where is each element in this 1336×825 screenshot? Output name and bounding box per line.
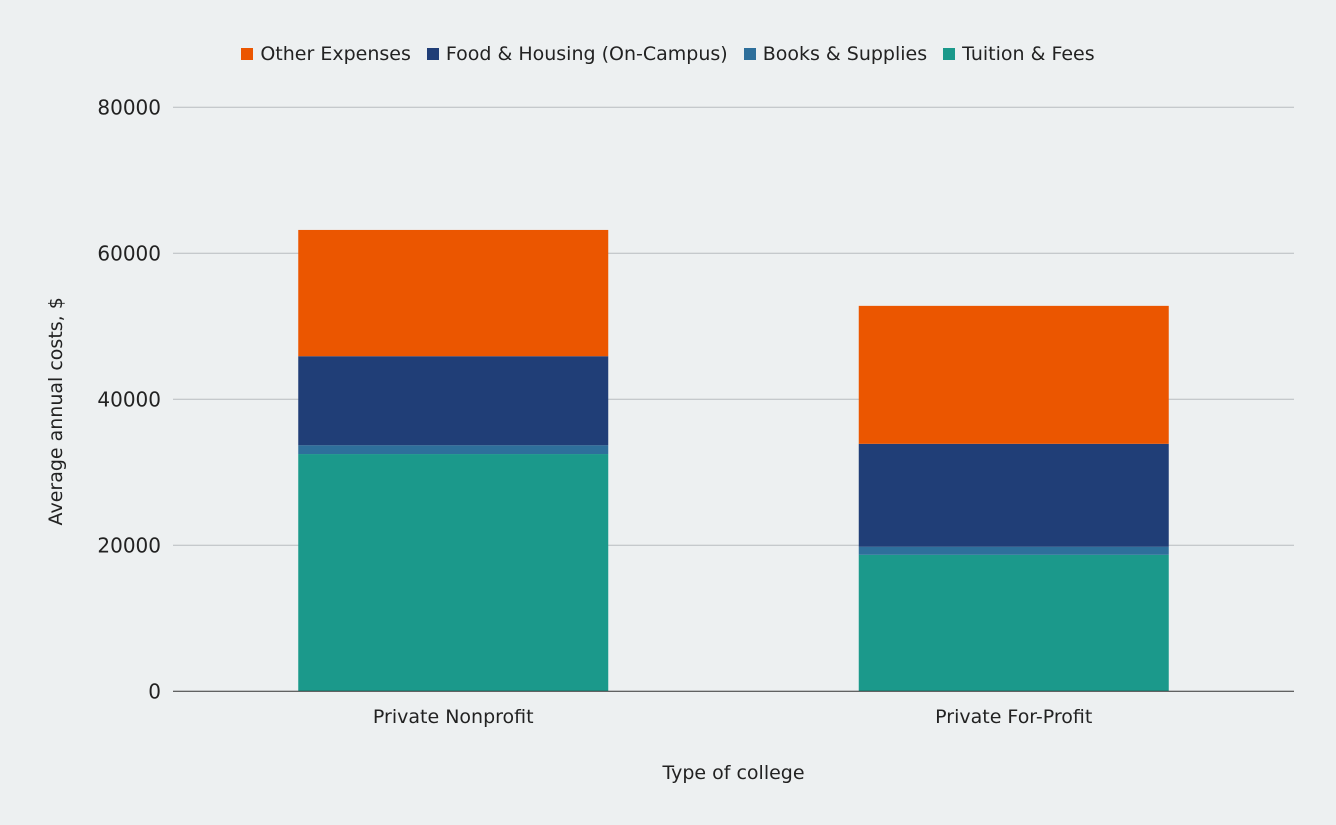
bar-segment <box>298 229 609 357</box>
bar-segment <box>298 356 609 446</box>
legend-label: Books & Supplies <box>762 43 928 65</box>
x-axis-title: Type of college <box>661 762 804 784</box>
y-tick-label: 20000 <box>97 533 161 557</box>
legend-swatch <box>241 48 254 60</box>
x-tick-label: Private For-Profit <box>935 706 1092 728</box>
legend-item: Tuition & Fees <box>943 43 1095 65</box>
legend-item: Food & Housing (On-Campus) <box>426 43 728 65</box>
legend-swatch <box>943 48 956 60</box>
legend-swatch <box>426 48 439 60</box>
y-tick-label: 40000 <box>97 387 161 411</box>
legend-label: Tuition & Fees <box>962 43 1095 65</box>
y-tick-label: 0 <box>148 679 161 703</box>
bar-segment <box>858 546 1169 555</box>
legend-swatch <box>743 48 756 60</box>
bar-segment <box>298 445 609 455</box>
legend-label: Other Expenses <box>260 43 411 65</box>
y-tick-label: 60000 <box>97 241 161 265</box>
bar-segment <box>858 554 1169 692</box>
bar-segment <box>858 443 1169 547</box>
x-tick-label: Private Nonprofit <box>373 706 534 728</box>
legend: Other Expenses Food & Housing (On-Campus)… <box>0 43 1336 65</box>
y-tick-label: 80000 <box>97 95 161 119</box>
legend-item: Books & Supplies <box>743 43 928 65</box>
bar-segment <box>298 454 609 692</box>
legend-item: Other Expenses <box>241 43 411 65</box>
legend-label: Food & Housing (On-Campus) <box>445 43 728 65</box>
bar-segment <box>858 305 1169 444</box>
y-axis-title: Average annual costs, $ <box>45 297 67 525</box>
